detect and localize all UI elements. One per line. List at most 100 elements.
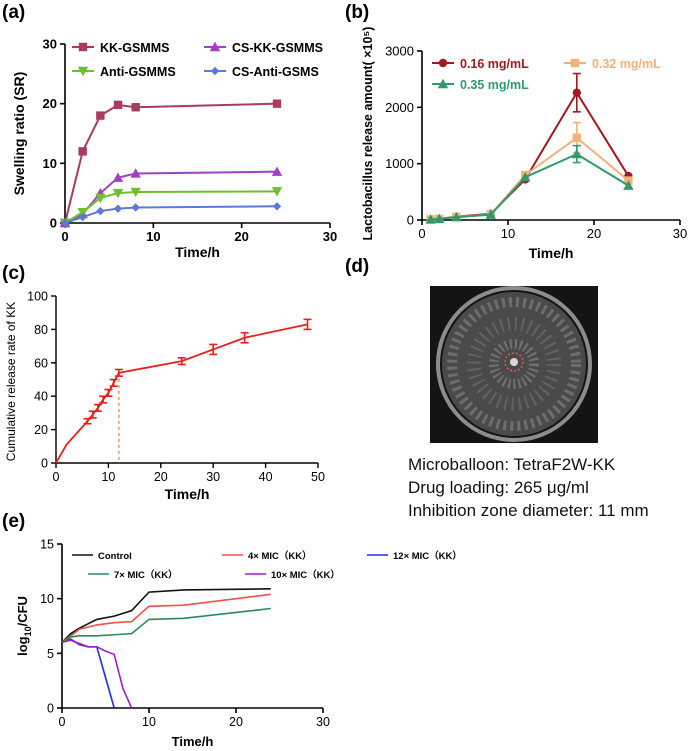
data-point [95,193,106,204]
y-tick-label: 60 [34,356,48,370]
series-line-KK [55,323,308,464]
x-tick-label: 30 [206,470,220,484]
x-tick-label: 20 [229,715,243,729]
y-tick-label: 3000 [385,44,414,59]
data-point [572,88,581,97]
series-line-Control [61,588,271,643]
data-point [78,147,87,156]
x-tick-label: 10 [101,470,115,484]
petri-dish-photo [430,286,598,443]
y-axis-label: Swelling ratio (SR) [11,72,27,196]
y-tick-label: 30 [43,37,57,52]
data-point [112,188,124,199]
legend-marker [210,66,220,76]
series-line-4× MIC（KK） [61,593,271,644]
legend-marker [570,58,580,68]
series-line-12× MIC（KK） [61,638,115,709]
data-point [271,166,283,176]
chart-a: 0 10 20 30 0 10 20 30 Time/h Swelling ratio (SR) K… [11,37,337,261]
chart-c: 0 10 20 30 40 50 0 20 40 60 80 100 Time/h Cumulative … [4,290,325,503]
panel-a-tag: (a) [2,2,25,23]
data-point [77,208,88,218]
inhibition-zone-marker [504,352,524,372]
dish-texture-core [489,339,539,389]
y-tick-label: 80 [34,323,48,337]
data-point [112,172,124,182]
legend-label: 0.35 mg/mL [460,78,529,92]
x-tick-label: 30 [673,226,687,241]
data-point [78,212,87,222]
data-point [131,203,140,212]
microballoon [510,358,518,366]
panel-d-tag: (d) [345,256,369,277]
x-tick-label: 20 [154,470,168,484]
data-point [272,99,282,108]
y-tick-label: 0 [407,213,414,228]
chart-b: 0 10 20 30 0 1000 2000 3000 Time/h Lactobacillus … [361,27,687,261]
y-tick-label: 0 [41,457,48,471]
y-tick-label: 2000 [385,100,414,115]
legend-label: 7× MIC（KK） [114,569,178,581]
data-point [623,180,634,190]
series-line-0.32 mg/mL [430,136,630,221]
y-axis-label: log10/CFU [15,596,33,656]
data-point [572,133,581,142]
legend-marker [437,78,449,89]
y-tick-label: 15 [40,538,54,552]
data-point [485,209,496,219]
legend-label: Control [98,551,132,562]
data-point [130,187,141,198]
x-tick-label: 20 [587,226,601,241]
y-axis-label: Lactobacillus release amount( ×10⁵) [361,27,375,241]
panel-c-tag: (c) [2,263,25,284]
caption-drug-loading: Drug loading: 265 μg/ml [408,478,589,497]
y-tick-label: 40 [34,390,48,404]
x-tick-label: 10 [142,715,156,729]
series-line-7× MIC（KK） [61,607,271,644]
data-point [434,213,445,224]
series-line-CS-Anti-GSMS [64,205,278,224]
caption-zone-diameter: Inhibition zone diameter: 11 mm [408,501,649,520]
y-axis-label: Cumulative release rate of KK [4,302,18,461]
y-tick-label: 10 [40,592,54,606]
y-tick-label: 10 [43,156,57,171]
x-tick-label: 20 [234,229,248,244]
legend-label: 12× MIC（KK） [393,550,462,562]
x-tick-label: 30 [316,715,330,729]
x-tick-label: 0 [59,715,66,729]
data-point [130,168,141,178]
data-point [113,204,123,213]
chart-e: 0 10 20 30 0 5 10 15 Time/h log10/CFU Control 4× MI… [15,538,462,750]
legend-label: CS-KK-GSMMS [232,41,323,55]
series-line-KK-GSMMS [64,102,278,224]
series-line-Anti-GSMMS [64,190,278,224]
data-point [451,211,462,222]
x-tick-label: 30 [323,229,337,244]
dish-texture-inner [467,317,561,411]
data-point [96,111,105,120]
legend-label: KK-GSMMS [100,41,169,55]
legend-marker [209,41,221,52]
x-tick-label: 0 [418,226,425,241]
data-point [60,218,70,228]
data-point [272,202,282,211]
data-point [571,148,582,159]
x-tick-label: 10 [146,229,160,244]
y-tick-label: 0 [47,702,54,716]
y-tick-label: 20 [34,423,48,437]
data-point [113,100,123,110]
data-point [425,214,436,224]
legend-marker [438,58,448,68]
x-tick-label: 0 [61,229,68,244]
panel-e-tag: (e) [2,511,25,532]
x-axis-label: Time/h [175,244,220,260]
legend-label: CS-Anti-GSMS [232,65,319,79]
x-axis-label: Time/h [529,245,574,261]
legend-marker [78,42,88,52]
dish-texture [447,297,581,431]
y-tick-label: 5 [47,647,54,661]
legend-marker [77,66,89,77]
y-tick-label: 20 [43,96,57,111]
x-axis-label: Time/h [172,734,214,749]
